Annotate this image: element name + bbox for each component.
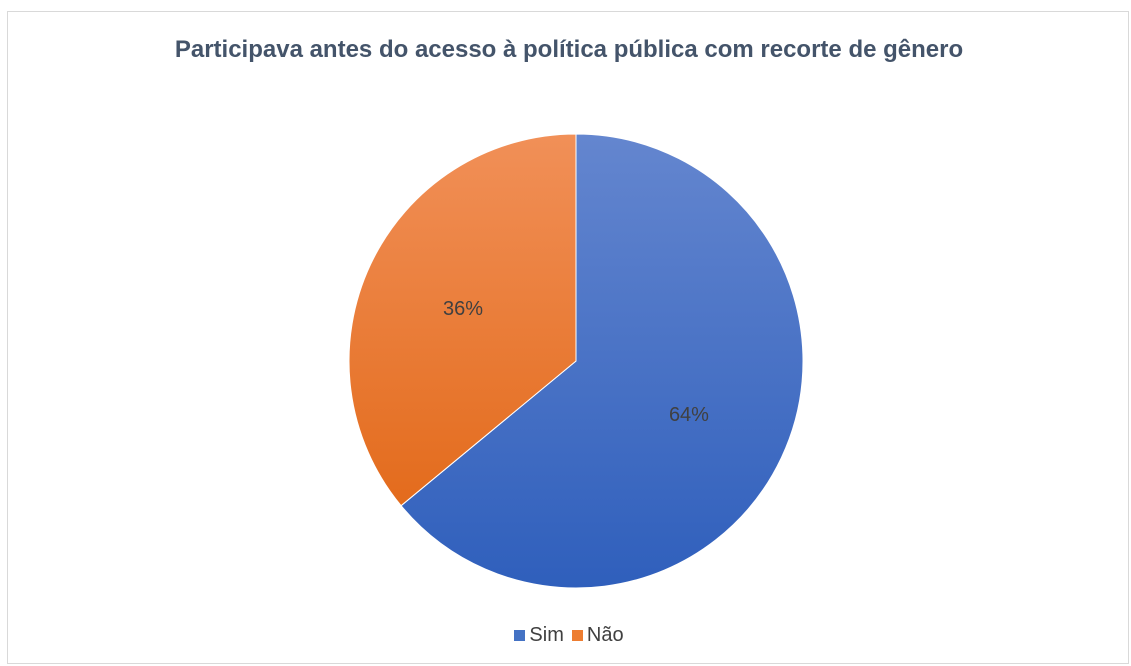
chart-title: Participava antes do acesso à política p… <box>8 35 1130 65</box>
legend-swatch-sim <box>514 630 526 641</box>
legend: Sim Não <box>8 624 1130 647</box>
legend-item-sim: Sim <box>514 624 564 647</box>
pie-slices <box>348 133 804 589</box>
pie-labels: 64% 36% <box>443 298 709 426</box>
legend-label-sim: Sim <box>529 624 564 646</box>
pie-slice-sim <box>400 133 804 589</box>
chart-frame: Participava antes do acesso à política p… <box>7 11 1129 664</box>
pie-chart: 64% 36% <box>348 133 804 589</box>
legend-label-nao: Não <box>586 624 624 646</box>
pie-slice-nao <box>348 133 577 507</box>
legend-swatch-nao <box>571 630 583 641</box>
chart-title-text: Participava antes do acesso à política p… <box>174 36 964 63</box>
data-label-sim: 64% <box>669 404 709 426</box>
data-label-nao: 36% <box>443 298 483 320</box>
legend-item-nao: Não <box>571 624 624 647</box>
